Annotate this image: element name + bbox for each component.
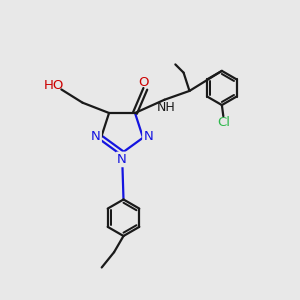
Text: N: N xyxy=(143,130,153,143)
Text: N: N xyxy=(143,130,153,143)
Text: N: N xyxy=(91,130,100,143)
Text: N: N xyxy=(117,153,127,166)
Text: N: N xyxy=(91,130,100,143)
Text: Cl: Cl xyxy=(217,116,230,129)
Text: HO: HO xyxy=(44,79,64,92)
Text: N: N xyxy=(117,153,127,166)
Text: O: O xyxy=(139,76,149,89)
Text: NH: NH xyxy=(157,100,175,114)
